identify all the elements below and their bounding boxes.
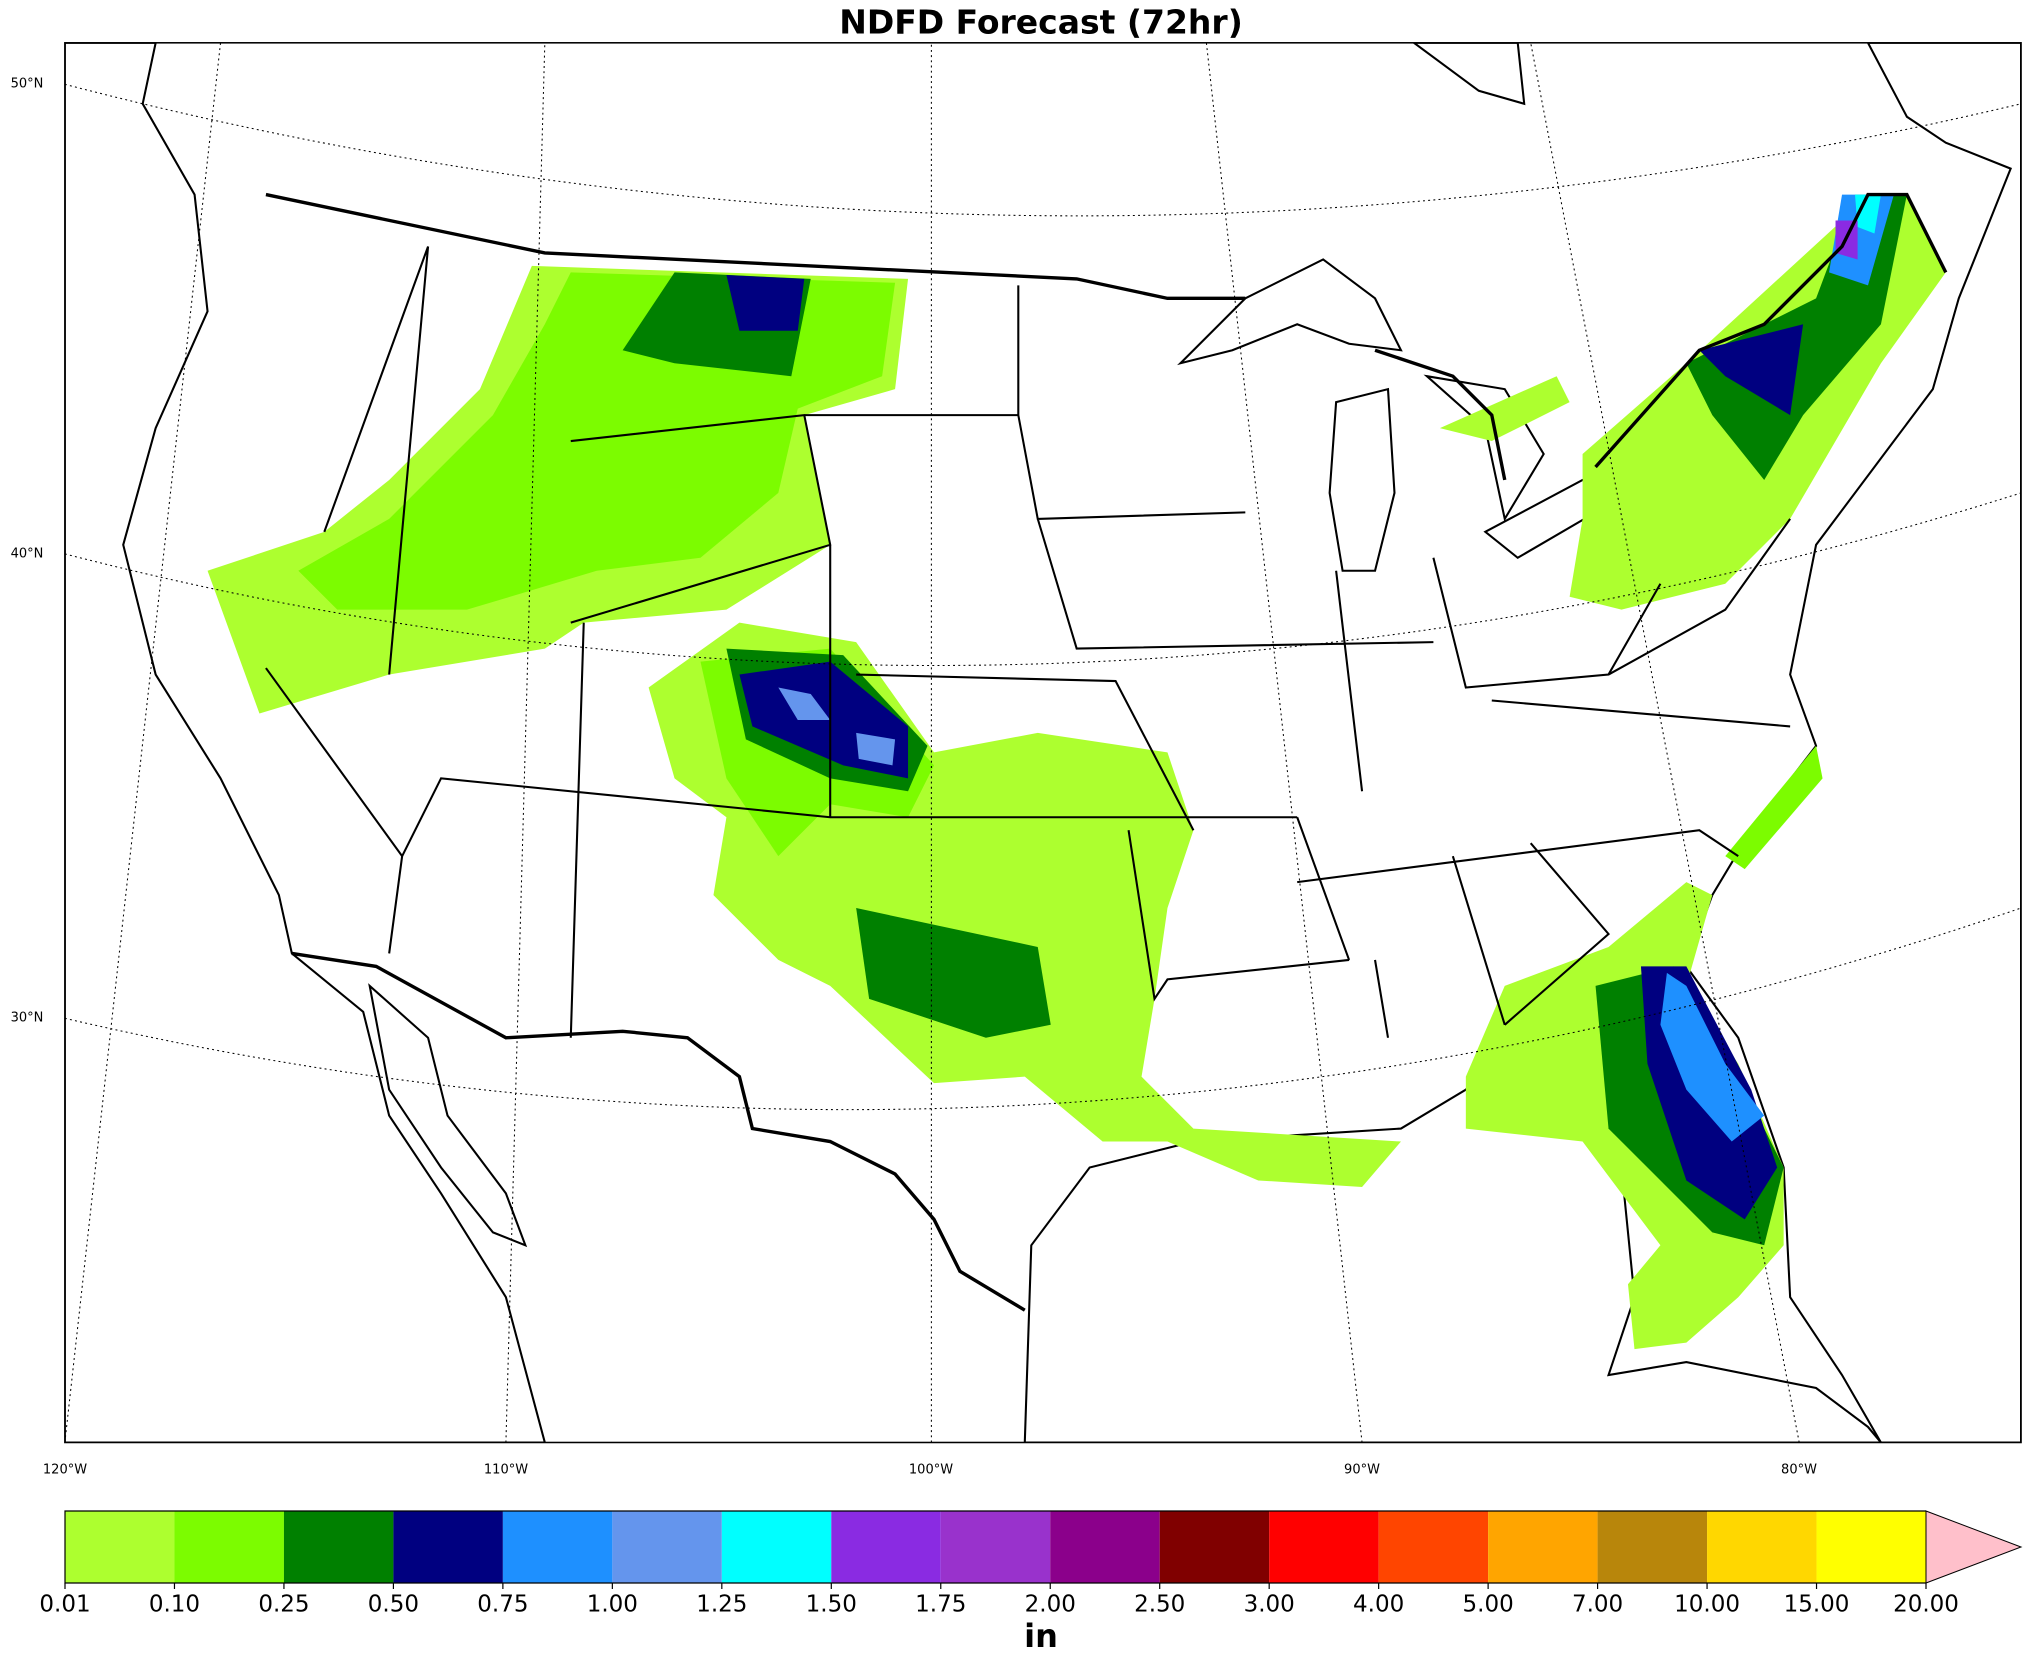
lat-label: 30°N	[11, 1011, 44, 1026]
colorbar-label: in	[1024, 1617, 1058, 1655]
mexico-border	[291, 951, 1026, 1312]
lon-label: 90°W	[1344, 1463, 1380, 1478]
lake-superior	[1177, 258, 1403, 366]
colorbar-tick-label: 4.00	[1353, 1592, 1404, 1618]
precip-area	[1699, 324, 1804, 416]
colorbar-tick-label: 2.00	[1025, 1592, 1076, 1618]
colorbar-segment	[1707, 1511, 1817, 1583]
map-title: NDFD Forecast (72hr)	[839, 3, 1243, 42]
colorbar-segment	[1159, 1511, 1270, 1583]
colorbar-segment	[940, 1511, 1051, 1583]
hudson-bay	[1412, 42, 1526, 106]
colorbar-tick-label: 3.00	[1244, 1592, 1295, 1618]
colorbar-segment	[1378, 1511, 1489, 1583]
gulf-of-california	[368, 983, 528, 1248]
canada-border	[265, 192, 1948, 481]
lat-label: 40°N	[11, 547, 44, 562]
colorbar-tick-label: 1.25	[696, 1592, 747, 1618]
colorbar-tick-label: 0.25	[258, 1592, 309, 1618]
state-borders	[265, 246, 1791, 1038]
precip-area	[1660, 972, 1765, 1142]
colorbar-tick-label: 1.00	[587, 1592, 638, 1618]
map-frame	[64, 42, 2022, 1444]
colorbar-segment	[502, 1511, 613, 1583]
colorbar-tick-label: 20.00	[1893, 1592, 1959, 1618]
colorbar: 0.01 0.10 0.25 0.50 0.75 1.00 1.25 1.50 1.75 2.00…	[39, 1510, 2023, 1618]
precip-area	[856, 908, 1051, 1038]
precip-area	[726, 275, 805, 331]
colorbar-tick-label: 0.50	[368, 1592, 419, 1618]
colorbar-extend	[1925, 1510, 2023, 1584]
lat-label: 50°N	[11, 77, 44, 92]
colorbar-segment	[721, 1511, 832, 1583]
colorbar-tick-label: 5.00	[1463, 1592, 1514, 1618]
colorbar-segment	[1816, 1511, 1926, 1583]
basemap	[64, 42, 2022, 1443]
colorbar-segment	[612, 1511, 722, 1583]
precipitation	[207, 194, 1946, 1350]
colorbar-tick-label: 7.00	[1572, 1592, 1623, 1618]
colorbar-segment	[1050, 1511, 1160, 1583]
lon-label: 110°W	[484, 1463, 528, 1478]
precip-area	[778, 687, 896, 766]
colorbar-segment	[1488, 1511, 1598, 1583]
colorbar-tick-label: 1.50	[806, 1592, 857, 1618]
colorbar-tick-label: 1.75	[915, 1592, 966, 1618]
colorbar-segment	[393, 1511, 503, 1583]
precip-area	[1439, 376, 1570, 442]
colorbar-segment	[283, 1511, 394, 1583]
lon-label: 80°W	[1781, 1463, 1817, 1478]
precip-area	[1829, 194, 1894, 286]
colorbar-outline	[64, 1510, 1926, 1584]
lon-label: 120°W	[43, 1463, 87, 1478]
colorbar-segment	[65, 1511, 175, 1583]
pacific	[64, 42, 546, 1443]
colorbar-tick-label: 0.10	[149, 1592, 200, 1618]
colorbar-tick-label: 15.00	[1784, 1592, 1850, 1618]
colorbar-segment	[1597, 1511, 1708, 1583]
colorbar-segment	[831, 1511, 941, 1583]
colorbar-tick-label: 2.50	[1134, 1592, 1185, 1618]
colorbar-segment	[1269, 1511, 1379, 1583]
colorbar-tick-label: 0.01	[39, 1592, 90, 1618]
lake-michigan	[1328, 387, 1396, 572]
lon-label: 100°W	[909, 1463, 953, 1478]
colorbar-tick-label: 0.75	[477, 1592, 528, 1618]
graticule	[64, 42, 2022, 1443]
colorbar-segment	[174, 1511, 284, 1583]
map	[64, 42, 2022, 1444]
precip-area	[1725, 745, 1823, 870]
colorbar-tick-label: 10.00	[1674, 1592, 1740, 1618]
